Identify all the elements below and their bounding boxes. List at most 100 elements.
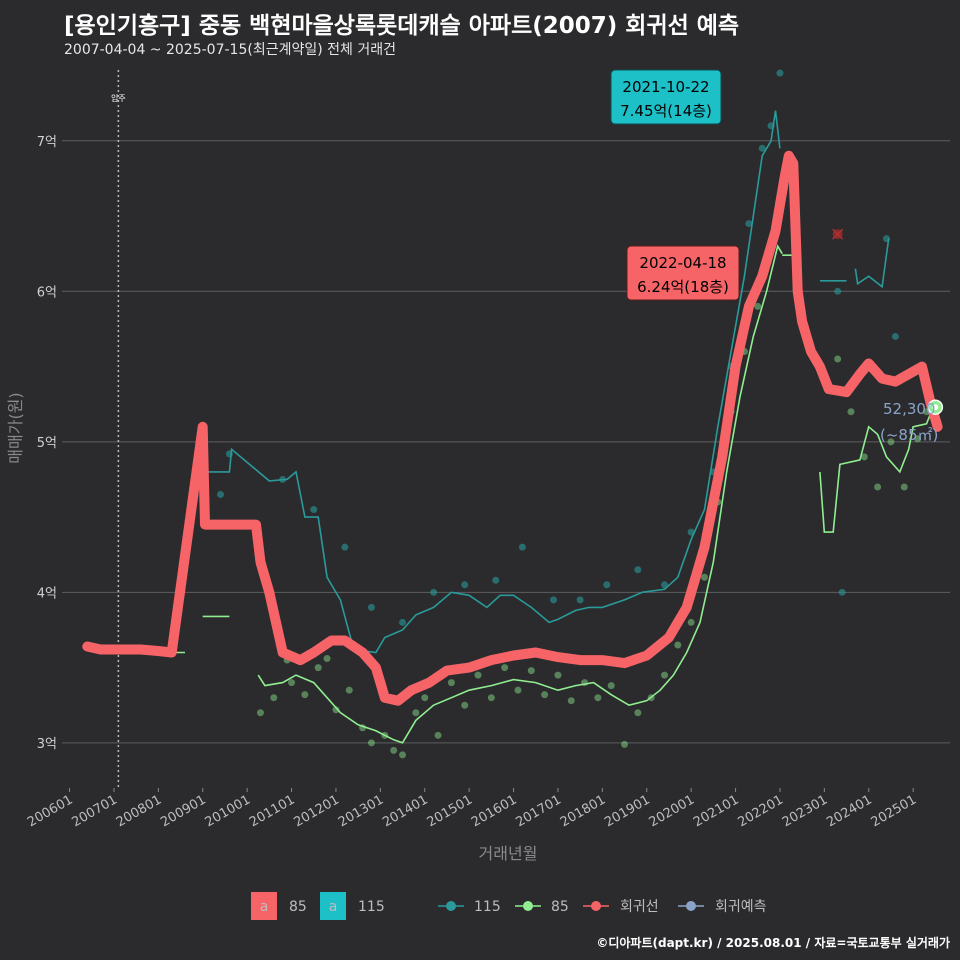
scatter-point-85 — [447, 679, 455, 687]
scatter-point-85 — [514, 686, 522, 694]
x-tick-label: 200901 — [158, 792, 208, 830]
legend-swatch-115 — [320, 892, 346, 920]
scatter-point-115 — [834, 287, 842, 295]
scatter-point-85 — [288, 679, 296, 687]
scatter-point-85 — [421, 694, 429, 702]
legend-marker-regression — [591, 901, 601, 911]
moving-average-line-115 — [854, 238, 890, 289]
scatter-point-85 — [607, 682, 615, 690]
label-85-date: 2022-04-18 — [639, 254, 726, 272]
y-tick-label: 5억 — [37, 436, 57, 451]
scatter-point-115 — [661, 581, 669, 589]
label-85-annotation: 2022-04-18 6.24억(18층) — [626, 245, 740, 301]
legend-label-115: 115 — [358, 899, 385, 915]
scatter-point-115 — [399, 618, 407, 626]
moving-average-line-85 — [819, 406, 934, 533]
scatter-point-85 — [412, 709, 420, 717]
scatter-point-85 — [914, 435, 922, 443]
x-tick-label: 202001 — [647, 792, 697, 830]
x-tick-label: 202201 — [735, 792, 785, 830]
scatter-point-85 — [674, 641, 682, 649]
scatter-point-85 — [621, 740, 629, 748]
scatter-point-115 — [745, 220, 753, 228]
y-tick-label: 6억 — [37, 285, 57, 300]
move-in-label: 입주 — [111, 94, 126, 103]
y-axis-label: 매매가(원) — [6, 392, 25, 463]
x-tick-label: 202101 — [691, 792, 741, 830]
x-tick-label: 201701 — [513, 792, 563, 830]
scatter-point-115 — [550, 596, 558, 604]
legend-swatch-85-key: a — [260, 899, 269, 915]
scatter-point-85 — [345, 686, 353, 694]
x-tick-label: 201601 — [469, 792, 519, 830]
legend-marker-85 — [523, 901, 533, 911]
label-115-price: 7.45억(14층) — [620, 102, 712, 120]
scatter-point-85 — [527, 667, 535, 675]
legend: a 85 a 115 115 85 회귀선 회귀예측 — [251, 892, 767, 920]
y-tick-label: 4억 — [37, 586, 57, 601]
regression-line — [82, 150, 943, 706]
x-axis-label: 거래년월 — [479, 844, 538, 863]
legend-label-85: 85 — [289, 899, 307, 915]
scatter-point-115 — [430, 588, 438, 596]
label-85-price: 6.24억(18층) — [637, 278, 729, 296]
scatter-point-115 — [367, 603, 375, 611]
scatter-point-85 — [900, 483, 908, 491]
scatter-point-115 — [634, 566, 642, 574]
forecast-point-center — [932, 404, 939, 411]
legend-swatch-115-key: a — [329, 899, 338, 915]
forecast-price-label: 52,300 — [883, 400, 936, 418]
scatter-point-85 — [367, 739, 375, 747]
legend-marker-115 — [446, 901, 456, 911]
scatter-point-85 — [874, 483, 882, 491]
scatter-point-115 — [838, 588, 846, 596]
x-tick-label: 200801 — [114, 792, 164, 830]
scatter-point-85 — [860, 453, 868, 461]
x-tick-label: 201501 — [425, 792, 475, 830]
legend-line-regression: 회귀선 — [620, 899, 659, 915]
scatter-point-115 — [341, 543, 349, 551]
scatter-point-85 — [541, 691, 549, 699]
page-title: [용인기흥구] 중동 백현마을상록롯데캐슬 아파트(2007) 회귀선 예측 — [64, 13, 740, 39]
scatter-point-85 — [390, 746, 398, 754]
scatter-point-85 — [399, 751, 407, 759]
scatter-point-115 — [603, 581, 611, 589]
scatter-point-115 — [217, 490, 225, 498]
x-tick-label: 202301 — [780, 792, 830, 830]
scatter-point-85 — [834, 355, 842, 363]
scatter-point-115 — [891, 332, 899, 340]
scatter-point-85 — [323, 655, 331, 663]
x-tick-label: 201801 — [558, 792, 608, 830]
legend-line-115: 115 — [474, 899, 501, 915]
scatter-point-85 — [501, 664, 509, 672]
x-tick-label: 201301 — [336, 792, 386, 830]
scatter-point-85 — [847, 408, 855, 416]
x-tick-label: 200601 — [25, 792, 75, 830]
x-tick-label: 200701 — [69, 792, 119, 830]
scatter-point-85 — [567, 697, 575, 705]
label-115-annotation: 2021-10-22 7.45억(14층) — [610, 69, 722, 125]
scatter-point-115 — [492, 576, 500, 584]
scatter-point-85 — [887, 438, 895, 446]
y-tick-label: 3억 — [37, 737, 57, 752]
source-caption: ©디아파트(dapt.kr) / 2025.08.01 / 자료=국토교통부 실… — [596, 936, 950, 950]
scatter-point-85 — [474, 671, 482, 679]
scatter-point-85 — [487, 694, 495, 702]
x-tick-label: 201001 — [203, 792, 253, 830]
x-tick-label: 202501 — [869, 792, 919, 830]
legend-swatch-85 — [251, 892, 277, 920]
scatter-point-85 — [687, 618, 695, 626]
x-tick-label: 202401 — [824, 792, 874, 830]
legend-line-85: 85 — [551, 899, 569, 915]
scatter-point-115 — [461, 581, 469, 589]
legend-line-forecast: 회귀예측 — [715, 899, 767, 915]
scatter-point-85 — [594, 694, 602, 702]
scatter-point-115 — [576, 596, 584, 604]
forecast-area-label: (~85㎡) — [880, 426, 938, 444]
y-tick-label: 7억 — [37, 135, 57, 150]
excluded-point-cross — [832, 228, 844, 240]
moving-average-line-85 — [257, 244, 783, 744]
scatter-point-85 — [634, 709, 642, 717]
scatter-point-85 — [461, 701, 469, 709]
